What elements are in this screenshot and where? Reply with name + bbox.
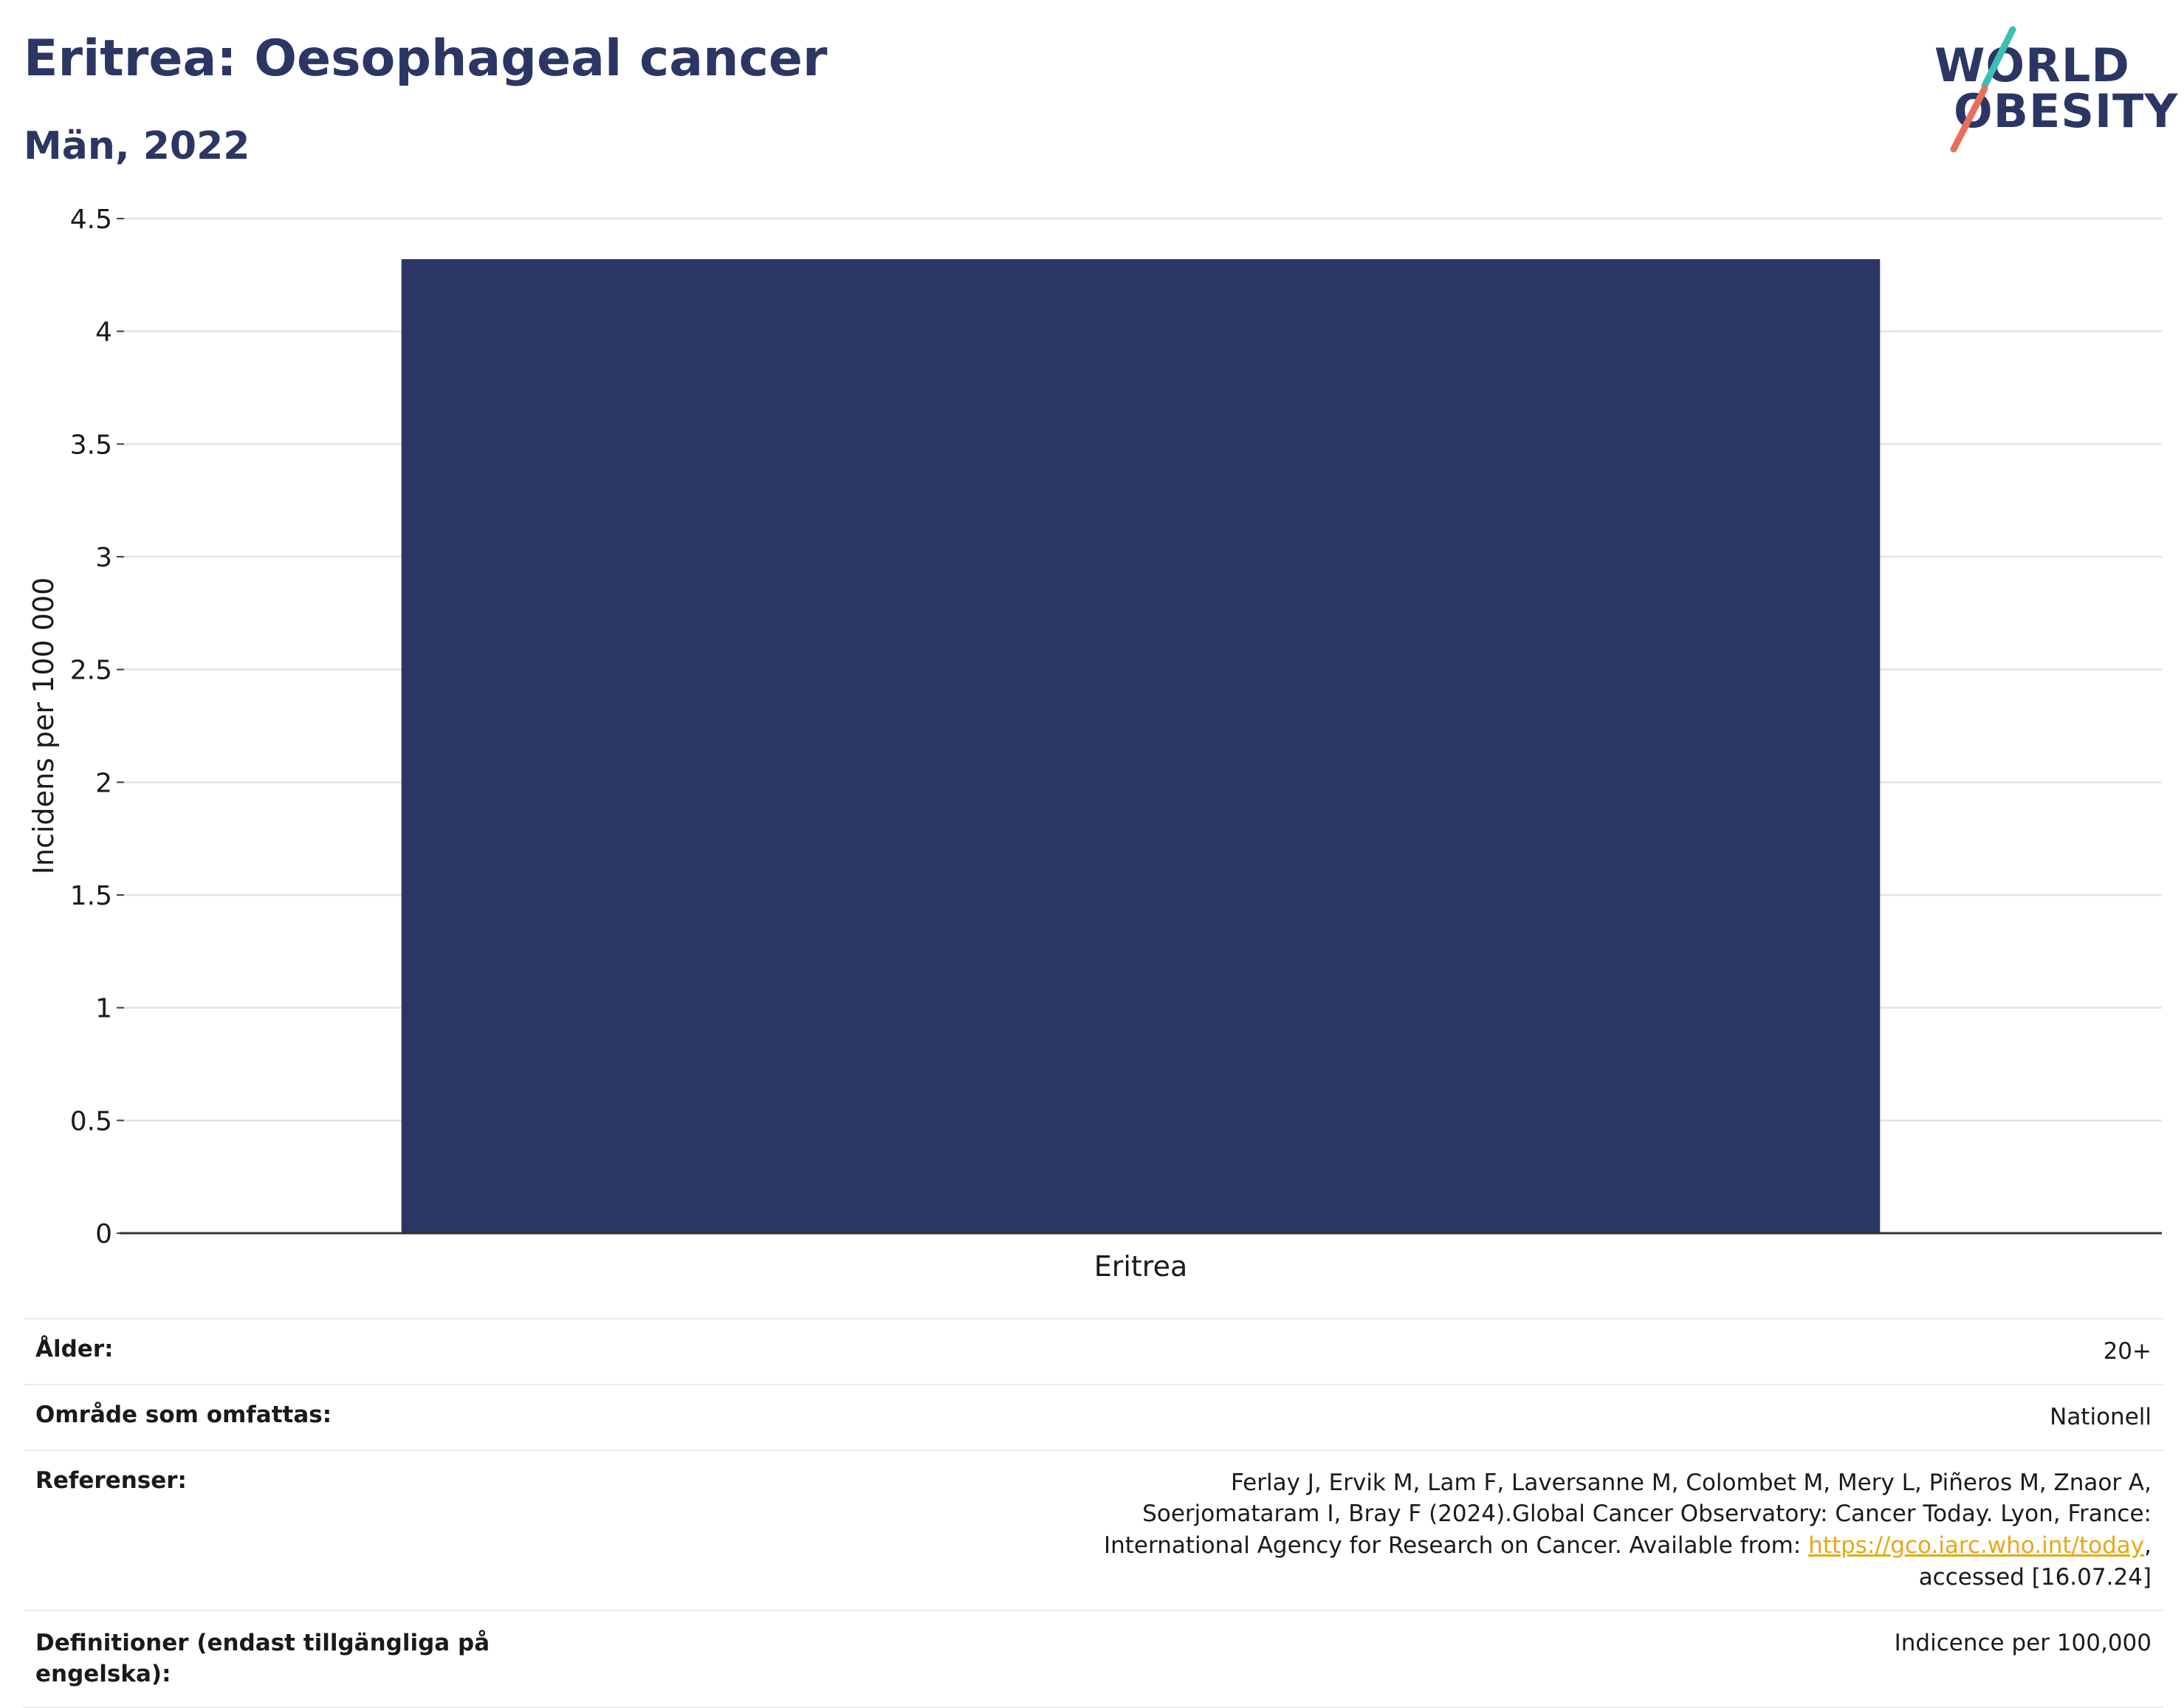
y-tick-label: 4.5 xyxy=(70,205,112,235)
y-axis-label: Incidens per 100 000 xyxy=(27,577,60,875)
references-text: Ferlay J, Ervik M, Lam F, Laversanne M, … xyxy=(1103,1469,2152,1560)
references-label: Referenser: xyxy=(35,1467,187,1494)
logo-slash-icon xyxy=(1950,26,2016,153)
x-axis-ticks: Eritrea xyxy=(1094,1250,1188,1283)
info-table: Ålder: 20+ Område som omfattas: Nationel… xyxy=(24,1318,2163,1708)
y-axis-ticks: 0 0.5 1 1.5 2 2.5 3 3.5 4 4.5 xyxy=(70,205,124,1249)
reference-link[interactable]: https://gco.iarc.who.int/today xyxy=(1808,1532,2145,1560)
info-row-area: Område som omfattas: Nationell xyxy=(24,1383,2163,1450)
world-obesity-logo: WORLD OBESITY xyxy=(1920,15,2177,162)
bar-chart: 0 0.5 1 1.5 2 2.5 3 3.5 4 4.5 Eritrea Incidens pe… xyxy=(27,205,2162,1283)
info-row-definitions: Definitioner (endast tillgängliga på eng… xyxy=(24,1609,2163,1708)
y-tick-label: 1 xyxy=(95,994,112,1024)
y-tick-label: 2 xyxy=(95,768,112,798)
area-value: Nationell xyxy=(2050,1403,2152,1430)
y-tick-label: 1.5 xyxy=(70,881,112,911)
references-accessed: , accessed [16.07.24] xyxy=(1918,1532,2152,1591)
info-row-references: Referenser: Ferlay J, Ervik M, Lam F, La… xyxy=(24,1449,2163,1610)
y-tick-label: 2.5 xyxy=(70,656,112,686)
logo-line-2: OBESITY xyxy=(1954,84,2179,138)
x-tick-label: Eritrea xyxy=(1094,1250,1188,1283)
age-label: Ålder: xyxy=(35,1336,114,1362)
definitions-value: Indicence per 100,000 xyxy=(1894,1629,2152,1656)
bar-eritrea xyxy=(401,258,1881,1234)
page-title: Eritrea: Oesophageal cancer xyxy=(24,30,828,88)
y-tick-label: 4 xyxy=(95,318,112,348)
y-tick-label: 3 xyxy=(95,543,112,573)
y-tick-label: 0 xyxy=(95,1219,112,1249)
page-subtitle: Män, 2022 xyxy=(24,124,250,168)
references-value: Ferlay J, Ervik M, Lam F, Laversanne M, … xyxy=(508,1467,2152,1594)
area-label: Område som omfattas: xyxy=(35,1401,332,1428)
age-value: 20+ xyxy=(2103,1338,2152,1365)
y-tick-label: 0.5 xyxy=(70,1106,112,1136)
logo-line-1: WORLD xyxy=(1934,38,2130,92)
info-row-age: Ålder: 20+ xyxy=(24,1318,2163,1384)
definitions-label: Definitioner (endast tillgängliga på eng… xyxy=(35,1629,490,1688)
y-tick-label: 3.5 xyxy=(70,430,112,460)
bars xyxy=(401,258,1881,1234)
